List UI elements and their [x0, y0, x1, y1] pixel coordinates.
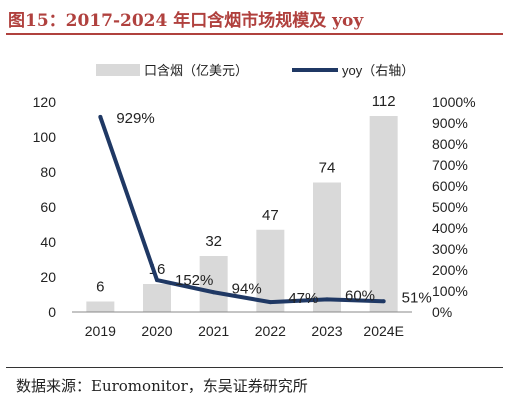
- left-tick-label: 60: [40, 199, 56, 215]
- title-rule: [6, 33, 503, 35]
- legend-bar-swatch: [96, 64, 140, 76]
- x-tick-label: 2022: [255, 323, 286, 339]
- bar: [143, 284, 171, 312]
- bar: [256, 229, 285, 312]
- bar-series: [86, 116, 398, 312]
- bar-value-label: 32: [205, 233, 222, 250]
- x-tick-label: 2019: [85, 323, 116, 339]
- bar-value-label: 74: [319, 160, 336, 177]
- bar: [369, 116, 398, 312]
- right-axis-ticks: 0% 100% 200% 300% 400% 500% 600% 700% 800% 900% 10…: [432, 94, 476, 320]
- left-tick-label: 20: [40, 269, 56, 285]
- yoy-point: [268, 300, 273, 305]
- bar: [86, 301, 115, 312]
- x-axis-ticks: 2019 2020 2021 2022 2023 2024E: [85, 323, 404, 339]
- right-tick-label: 400%: [432, 220, 468, 236]
- yoy-value-label: 51%: [402, 289, 432, 306]
- bar-value-label: 112: [372, 93, 396, 110]
- right-tick-label: 700%: [432, 157, 468, 173]
- x-tick-label: 2020: [141, 323, 172, 339]
- line-series: [98, 114, 386, 305]
- left-tick-label: 120: [33, 94, 57, 110]
- yoy-value-label: 60%: [345, 287, 375, 304]
- yoy-point: [98, 114, 103, 119]
- right-tick-label: 500%: [432, 199, 468, 215]
- x-tick-label: 2024E: [363, 323, 403, 339]
- yoy-point: [381, 299, 386, 304]
- right-tick-label: 300%: [432, 241, 468, 257]
- left-axis-ticks: 0 20 40 60 80 100 120: [33, 94, 57, 320]
- yoy-line: [98, 116, 384, 305]
- right-tick-label: 800%: [432, 136, 468, 152]
- bar-value-label: 47: [262, 207, 279, 224]
- x-tick-label: 2021: [198, 323, 229, 339]
- bar: [313, 182, 341, 312]
- left-tick-label: 100: [33, 129, 57, 145]
- legend: 口含烟（亿美元） yoy（右轴）: [96, 63, 414, 78]
- right-tick-label: 900%: [432, 115, 468, 131]
- left-tick-label: 0: [48, 304, 56, 320]
- right-tick-label: 100%: [432, 283, 468, 299]
- yoy-point: [155, 278, 159, 283]
- right-tick-label: 600%: [432, 178, 468, 194]
- bar-value-label: 6: [96, 279, 104, 296]
- yoy-value-label: 152%: [175, 272, 213, 289]
- right-tick-label: 0%: [432, 304, 452, 320]
- right-tick-label: 1000%: [432, 94, 476, 110]
- legend-bar-label: 口含烟（亿美元）: [144, 63, 248, 78]
- right-tick-label: 200%: [432, 262, 468, 278]
- left-tick-label: 80: [40, 164, 56, 180]
- bar: [199, 256, 228, 312]
- yoy-point: [325, 297, 329, 302]
- line-value-labels: 929% 152% 94% 47% 60% 51%: [116, 110, 431, 307]
- yoy-point: [211, 290, 216, 295]
- yoy-value-label: 47%: [288, 290, 318, 307]
- legend-line-label: yoy（右轴）: [342, 63, 414, 78]
- x-tick-label: 2023: [311, 323, 342, 339]
- left-tick-label: 40: [40, 234, 56, 250]
- source-rule: [6, 367, 503, 368]
- chart: 口含烟（亿美元） yoy（右轴） 0 20 40 60 80 100 120 0% 100% 2…: [33, 63, 476, 339]
- figure-title: 图15：2017-2024 年口含烟市场规模及 yoy: [8, 11, 364, 31]
- source-note: 数据来源：Euromonitor，东吴证券研究所: [16, 377, 308, 395]
- yoy-value-label: 929%: [116, 110, 154, 127]
- yoy-value-label: 94%: [232, 280, 262, 297]
